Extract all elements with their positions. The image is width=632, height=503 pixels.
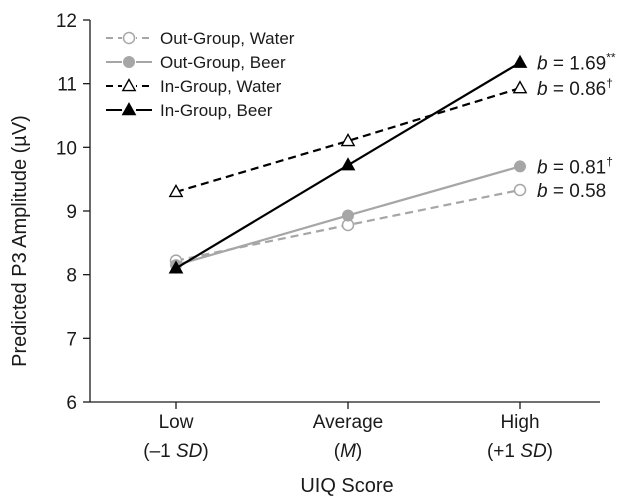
slope-label: b = 0.81† bbox=[537, 154, 613, 178]
series-2 bbox=[168, 80, 528, 198]
y-tick-label: 12 bbox=[56, 11, 77, 32]
x-tick-label: High bbox=[500, 412, 539, 433]
slope-label: b = 1.69** bbox=[537, 51, 616, 75]
data-point bbox=[121, 78, 137, 92]
y-tick-label: 8 bbox=[66, 266, 77, 287]
series-3 bbox=[168, 54, 528, 274]
legend-label: In-Group, Water bbox=[160, 77, 282, 96]
data-point bbox=[121, 102, 137, 116]
x-axis: Low (–1 SD) Average (M) High (+1 SD) bbox=[90, 401, 600, 462]
legend-item: Out-Group, Water bbox=[106, 29, 295, 48]
y-tick-label: 10 bbox=[56, 138, 77, 159]
data-point bbox=[168, 183, 184, 198]
data-point bbox=[168, 260, 184, 274]
data-point bbox=[513, 183, 527, 197]
legend-label: Out-Group, Beer bbox=[160, 53, 286, 72]
slope-label: b = 0.86† bbox=[537, 76, 613, 100]
series-1 bbox=[170, 160, 526, 272]
x-tick-sublabel: (+1 SD) bbox=[487, 441, 553, 462]
data-point bbox=[342, 209, 354, 222]
y-tick-label: 11 bbox=[57, 75, 77, 96]
legend-item: Out-Group, Beer bbox=[106, 53, 286, 72]
y-tick-label: 7 bbox=[66, 329, 77, 350]
legend-label: In-Group, Beer bbox=[160, 101, 273, 120]
legend-item: In-Group, Beer bbox=[106, 101, 273, 120]
data-point bbox=[340, 133, 356, 147]
series-layer bbox=[168, 54, 528, 274]
data-point bbox=[514, 160, 526, 173]
slope-label: b = 0.58 bbox=[537, 181, 606, 202]
x-tick-sublabel: (–1 SD) bbox=[143, 441, 208, 462]
data-point bbox=[512, 80, 528, 94]
y-tick-label: 6 bbox=[66, 393, 77, 414]
y-tick-label: 9 bbox=[66, 202, 77, 223]
legend-item: In-Group, Water bbox=[106, 77, 282, 96]
data-point bbox=[340, 157, 356, 171]
legend: Out-Group, Water Out-Group, Beer In-Group,… bbox=[106, 29, 295, 120]
x-tick-label: Low bbox=[159, 412, 194, 433]
series-line bbox=[175, 87, 521, 193]
x-tick-label: Average bbox=[313, 412, 383, 433]
slope-labels: b = 0.58 b = 0.81† b = 0.86†b = 1.69** bbox=[537, 51, 616, 202]
data-point bbox=[122, 31, 136, 45]
x-tick-sublabel: (M) bbox=[334, 441, 362, 462]
legend-label: Out-Group, Water bbox=[160, 29, 295, 48]
y-axis-title: Predicted P3 Amplitude (µV) bbox=[9, 115, 31, 367]
y-axis: 6 7 8 9 10 11 12 bbox=[56, 11, 91, 414]
x-axis-title: UIQ Score bbox=[300, 475, 393, 497]
series-0 bbox=[169, 183, 527, 267]
data-point bbox=[512, 54, 528, 68]
data-point bbox=[123, 56, 135, 68]
